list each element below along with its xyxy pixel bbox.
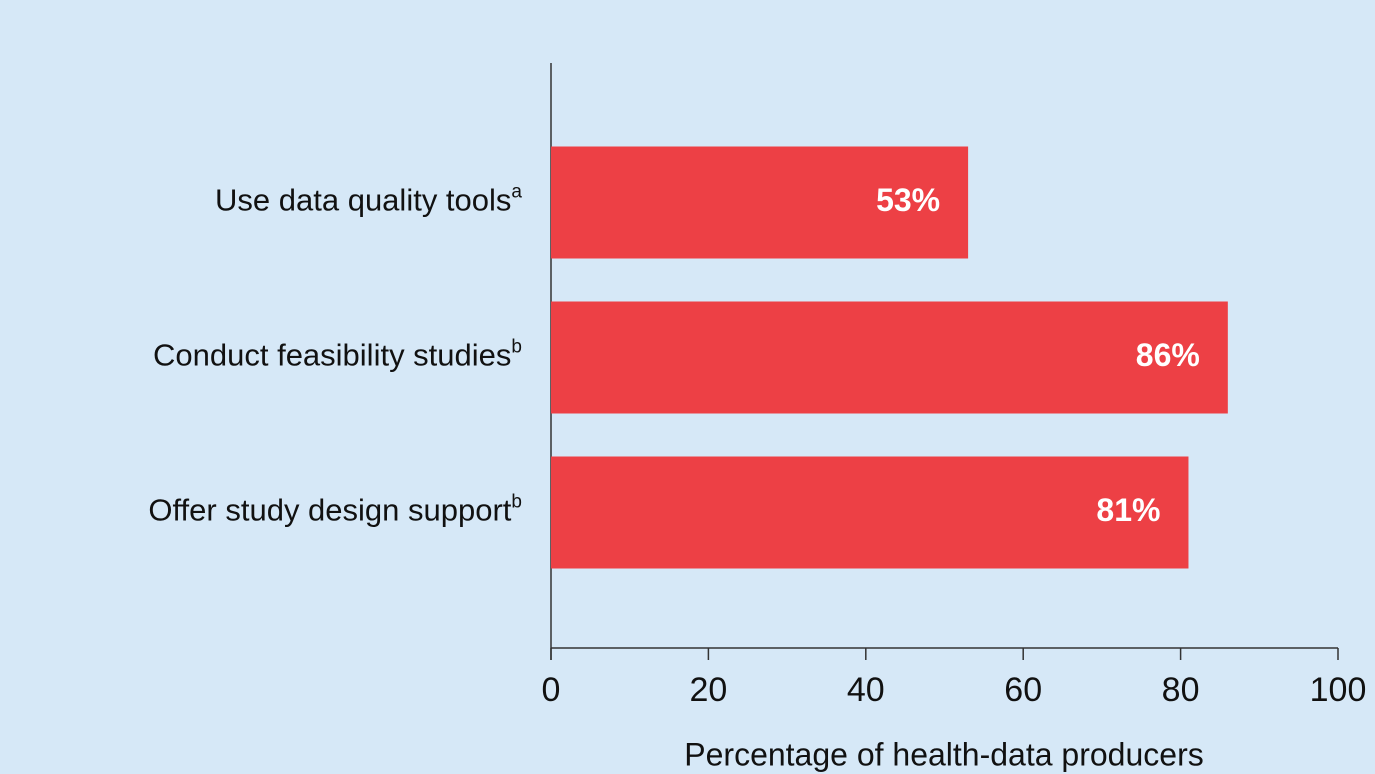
bar: [551, 456, 1189, 569]
category-note: b: [511, 337, 522, 358]
category-note: b: [511, 492, 522, 513]
value-label: 81%: [1096, 492, 1160, 528]
x-tick-label: 0: [542, 671, 561, 709]
x-tick-label: 60: [1004, 671, 1042, 709]
category-text: Use data quality tools: [215, 183, 511, 218]
category-label: Offer study design supportb: [148, 492, 522, 528]
x-tick-label: 80: [1162, 671, 1200, 709]
value-label: 86%: [1136, 337, 1200, 373]
category-label: Conduct feasibility studiesb: [153, 337, 522, 373]
category-label: Use data quality toolsa: [215, 182, 522, 218]
bar: [551, 301, 1228, 414]
value-label: 53%: [876, 182, 940, 218]
x-tick-label: 20: [689, 671, 727, 709]
category-note: a: [511, 182, 522, 203]
category-text: Conduct feasibility studies: [153, 338, 511, 373]
x-tick-label: 100: [1310, 671, 1367, 709]
bar: [551, 146, 969, 259]
x-tick-label: 40: [847, 671, 885, 709]
x-axis-label: Percentage of health-data producers: [684, 736, 1203, 772]
category-text: Offer study design support: [148, 493, 511, 528]
